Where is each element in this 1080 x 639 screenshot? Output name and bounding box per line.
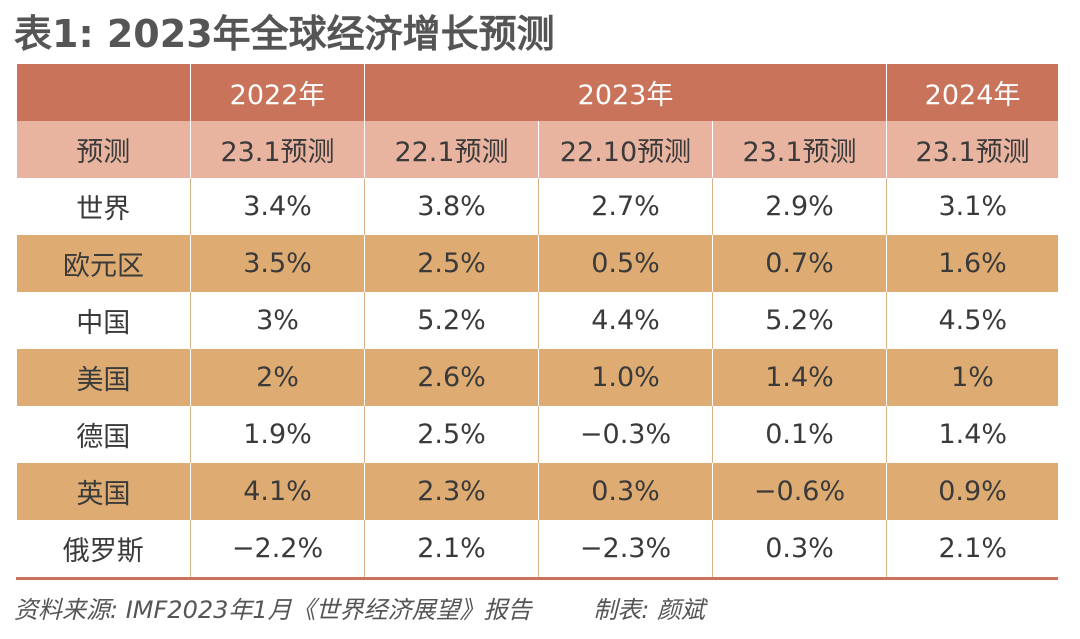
value-cell: 1%: [886, 349, 1060, 406]
table-row: 英国 4.1% 2.3% 0.3% −0.6% 0.9%: [16, 463, 1060, 520]
value-cell: 3.5%: [190, 235, 365, 292]
forecast-header-cell: 23.1预测: [190, 121, 365, 178]
value-cell: 5.2%: [711, 292, 888, 349]
region-cell: 欧元区: [16, 235, 191, 292]
forecast-label: 预测: [16, 121, 191, 178]
table-bottom-rule: [16, 577, 1058, 580]
forecast-table: 2022年 2023年 2024年 预测 23.1预测 22.1预测 22.10…: [16, 64, 1060, 577]
value-cell: 0.1%: [711, 406, 888, 463]
credit-note: 制表: 颜斌: [593, 596, 706, 624]
table-row: 中国 3% 5.2% 4.4% 5.2% 4.5%: [16, 292, 1059, 349]
value-cell: 2.5%: [364, 235, 539, 292]
value-cell: 0.9%: [886, 463, 1060, 520]
region-cell: 德国: [16, 406, 191, 463]
value-cell: 5.2%: [364, 292, 539, 349]
value-cell: 1.9%: [190, 406, 365, 463]
value-cell: 4.1%: [190, 463, 365, 520]
value-cell: 2.5%: [364, 406, 539, 463]
value-cell: 4.5%: [886, 292, 1059, 349]
region-cell: 俄罗斯: [16, 520, 191, 577]
value-cell: 2.6%: [364, 349, 539, 406]
value-cell: 0.5%: [538, 235, 713, 292]
value-cell: 2.1%: [364, 520, 539, 577]
source-note: 资料来源: IMF2023年1月《世界经济展望》报告: [14, 596, 532, 624]
year-header-row: 2022年 2023年 2024年: [16, 64, 1060, 121]
value-cell: 1.4%: [711, 349, 888, 406]
forecast-header-cell: 23.1预测: [711, 121, 888, 178]
value-cell: 3.4%: [190, 178, 365, 235]
value-cell: 3.1%: [886, 178, 1059, 235]
forecast-header-row: 预测 23.1预测 22.1预测 22.10预测 23.1预测 23.1预测: [16, 121, 1060, 178]
table-row: 美国 2% 2.6% 1.0% 1.4% 1%: [16, 349, 1060, 406]
value-cell: −0.3%: [538, 406, 713, 463]
value-cell: −0.6%: [711, 463, 888, 520]
forecast-header-cell: 22.1预测: [364, 121, 539, 178]
value-cell: 2.9%: [711, 178, 888, 235]
value-cell: 0.3%: [711, 520, 888, 577]
value-cell: 2.1%: [886, 520, 1059, 577]
value-cell: 3.8%: [364, 178, 539, 235]
year-header-blank: [16, 64, 191, 121]
value-cell: 1.0%: [538, 349, 713, 406]
table-row: 德国 1.9% 2.5% −0.3% 0.1% 1.4%: [16, 406, 1059, 463]
forecast-header-cell: 22.10预测: [538, 121, 713, 178]
value-cell: 2.3%: [364, 463, 539, 520]
region-cell: 美国: [16, 349, 191, 406]
value-cell: 2%: [190, 349, 365, 406]
value-cell: −2.3%: [538, 520, 713, 577]
region-cell: 中国: [16, 292, 191, 349]
forecast-header-cell: 23.1预测: [886, 121, 1060, 178]
value-cell: 1.4%: [886, 406, 1059, 463]
year-header-2022: 2022年: [190, 64, 365, 121]
value-cell: 1.6%: [886, 235, 1060, 292]
value-cell: −2.2%: [190, 520, 365, 577]
value-cell: 4.4%: [538, 292, 713, 349]
table-row: 世界 3.4% 3.8% 2.7% 2.9% 3.1%: [16, 178, 1059, 235]
value-cell: 3%: [190, 292, 365, 349]
value-cell: 2.7%: [538, 178, 713, 235]
value-cell: 0.7%: [711, 235, 888, 292]
table-footer: 资料来源: IMF2023年1月《世界经济展望》报告 制表: 颜斌: [14, 590, 705, 630]
table-title: 表1: 2023年全球经济增长预测: [14, 12, 555, 56]
value-cell: 0.3%: [538, 463, 713, 520]
table-row: 欧元区 3.5% 2.5% 0.5% 0.7% 1.6%: [16, 235, 1060, 292]
region-cell: 世界: [16, 178, 191, 235]
table-row: 俄罗斯 −2.2% 2.1% −2.3% 0.3% 2.1%: [16, 520, 1059, 577]
year-header-2023: 2023年: [363, 64, 888, 121]
year-header-2024: 2024年: [886, 64, 1060, 121]
region-cell: 英国: [16, 463, 191, 520]
